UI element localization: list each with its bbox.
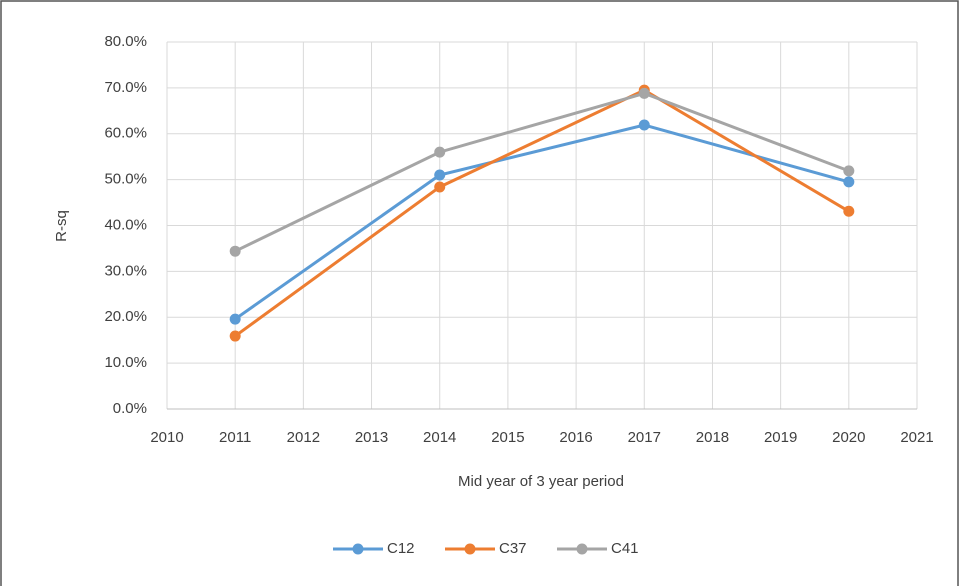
data-point [434,169,446,181]
legend-label: C37 [499,540,527,557]
data-point [229,330,241,342]
data-point [638,87,650,99]
x-tick-label: 2021 [900,429,933,446]
x-tick-label: 2011 [219,429,251,446]
data-point [843,176,855,188]
y-tick-label: 10.0% [104,354,147,371]
y-tick-label: 0.0% [113,400,147,417]
legend-marker [352,543,364,555]
y-tick-label: 80.0% [104,33,147,50]
x-tick-label: 2019 [764,429,797,446]
y-tick-label: 40.0% [104,216,147,233]
x-tick-label: 2015 [491,429,524,446]
y-axis-title: R-sq [53,210,70,242]
series-line [234,91,850,253]
data-point [229,245,241,257]
data-point [638,119,650,131]
x-tick-label: 2020 [832,429,865,446]
x-tick-label: 2017 [628,429,661,446]
x-axis-title: Mid year of 3 year period [458,473,624,490]
series-line [234,123,850,321]
y-tick-label: 20.0% [104,308,147,325]
y-tick-label: 70.0% [104,79,147,96]
x-tick-label: 2010 [150,429,183,446]
x-tick-label: 2016 [559,429,592,446]
data-point [434,146,446,158]
y-tick-label: 30.0% [104,262,147,279]
legend-marker [576,543,588,555]
y-tick-label: 60.0% [104,125,147,142]
legend-label: C12 [387,540,415,557]
legend-marker [464,543,476,555]
data-point [434,181,446,193]
data-point [229,313,241,325]
series-line [234,88,850,338]
data-point [843,165,855,177]
x-tick-label: 2018 [696,429,729,446]
x-tick-label: 2014 [423,429,456,446]
data-point [843,205,855,217]
x-tick-label: 2012 [287,429,320,446]
legend-label: C41 [611,540,639,557]
x-tick-label: 2013 [355,429,388,446]
y-tick-label: 50.0% [104,171,147,188]
